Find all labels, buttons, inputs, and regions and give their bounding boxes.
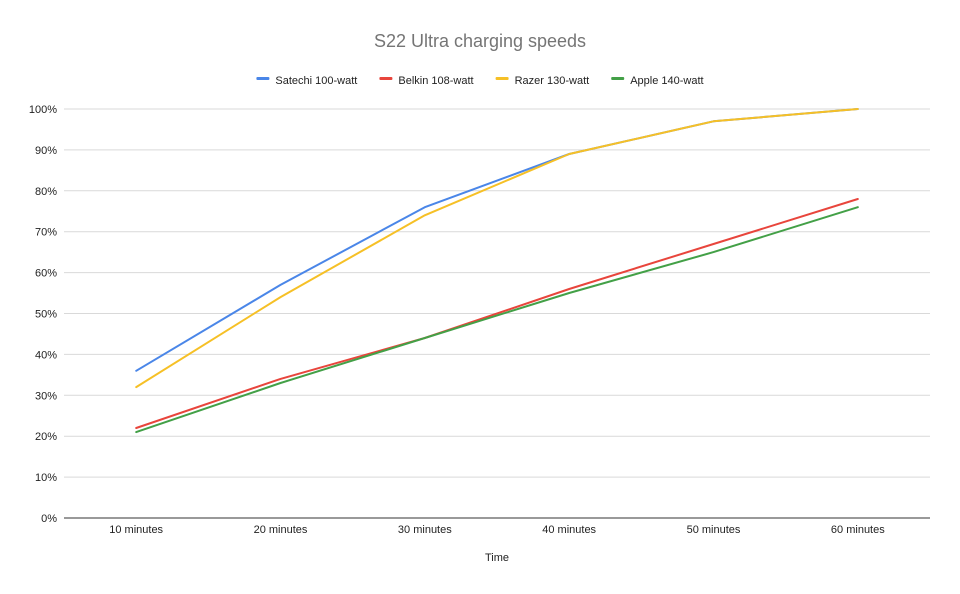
x-axis-ticks: 10 minutes 20 minutes 30 minutes 40 minutes… — [109, 524, 885, 536]
legend-swatch — [611, 77, 625, 80]
series-line-4 — [135, 206, 859, 434]
legend: Satechi 100-watt Belkin 108-watt Razer 130… — [256, 75, 704, 87]
y-tick-label: 0% — [41, 513, 57, 525]
x-axis-label: Time — [485, 552, 509, 564]
legend-item: Apple 140-watt — [611, 75, 704, 87]
y-tick-label: 60% — [35, 268, 57, 280]
legend-label: Belkin 108-watt — [398, 75, 473, 87]
legend-label: Razer 130-watt — [515, 75, 590, 87]
gridlines — [64, 108, 930, 478]
x-tick-label: 10 minutes — [109, 524, 163, 536]
x-tick-label: 30 minutes — [398, 524, 452, 536]
y-tick-label: 70% — [35, 227, 57, 239]
y-tick-label: 50% — [35, 309, 57, 321]
y-tick-label: 10% — [35, 472, 57, 484]
legend-item: Belkin 108-watt — [379, 75, 474, 87]
y-tick-label: 100% — [29, 104, 57, 116]
y-tick-label: 30% — [35, 390, 57, 402]
series-lines — [135, 108, 859, 434]
x-tick-label: 60 minutes — [831, 524, 885, 536]
legend-item: Razer 130-watt — [495, 75, 590, 87]
chart-title: S22 Ultra charging speeds — [374, 31, 586, 51]
x-tick-label: 50 minutes — [687, 524, 741, 536]
legend-swatch — [379, 77, 393, 80]
legend-label: Satechi 100-watt — [275, 75, 357, 87]
y-tick-label: 90% — [35, 145, 57, 157]
legend-swatch — [256, 77, 270, 80]
legend-swatch — [495, 77, 509, 80]
series-line-3 — [135, 108, 859, 389]
legend-label: Apple 140-watt — [630, 75, 703, 87]
y-tick-label: 40% — [35, 349, 57, 361]
y-tick-label: 20% — [35, 431, 57, 443]
x-tick-label: 40 minutes — [542, 524, 596, 536]
y-tick-label: 80% — [35, 186, 57, 198]
series-line-2 — [135, 198, 859, 429]
x-tick-label: 20 minutes — [254, 524, 308, 536]
legend-item: Satechi 100-watt — [256, 75, 357, 87]
y-axis-ticks: 0% 10% 20% 30% 40% 50% 60% 70% 80% 90% 100% — [29, 104, 57, 525]
